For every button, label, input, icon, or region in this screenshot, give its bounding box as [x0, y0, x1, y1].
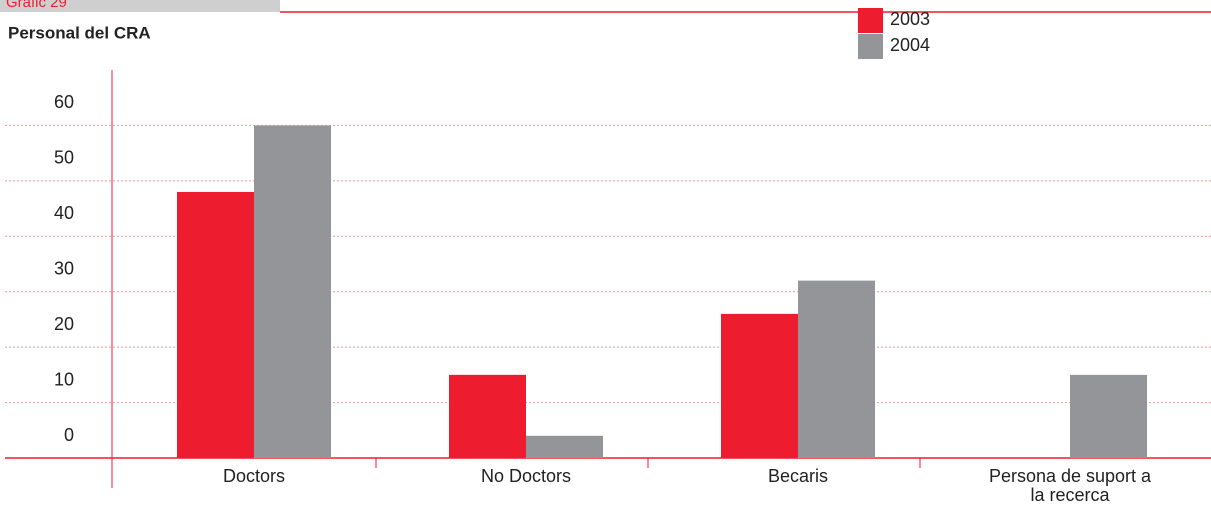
legend-swatch	[858, 34, 883, 59]
bar	[798, 280, 875, 458]
bar	[1070, 374, 1147, 458]
legend-swatch	[858, 8, 883, 33]
legend-label: 2004	[890, 35, 930, 55]
header-band	[0, 0, 280, 12]
y-tick-label: 50	[54, 148, 74, 168]
bar	[177, 191, 254, 458]
x-tick-label: Becaris	[767, 466, 829, 486]
y-tick-label: 40	[54, 203, 74, 223]
x-tick-label: Doctors	[222, 466, 285, 486]
bar	[254, 125, 331, 458]
y-tick-label: 10	[54, 369, 74, 389]
bar	[449, 374, 526, 458]
y-tick-label: 0	[64, 425, 74, 445]
x-tick-label: Persona de suport a la recerca	[988, 466, 1152, 505]
y-tick-label: 60	[54, 92, 74, 112]
chart-title: Personal del CRA	[8, 23, 151, 42]
y-tick-label: 20	[54, 314, 74, 334]
bar	[526, 435, 603, 458]
bar	[721, 313, 798, 458]
chart-label: Gràfic 29	[6, 0, 67, 11]
x-tick-label: No Doctors	[480, 466, 572, 486]
y-tick-label: 30	[54, 258, 74, 278]
legend-label: 2003	[890, 9, 930, 29]
